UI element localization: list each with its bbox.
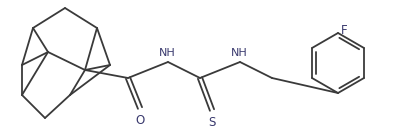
Text: O: O	[135, 114, 145, 127]
Text: F: F	[341, 24, 348, 38]
Text: S: S	[208, 116, 216, 129]
Text: NH: NH	[159, 48, 176, 58]
Text: NH: NH	[230, 48, 247, 58]
